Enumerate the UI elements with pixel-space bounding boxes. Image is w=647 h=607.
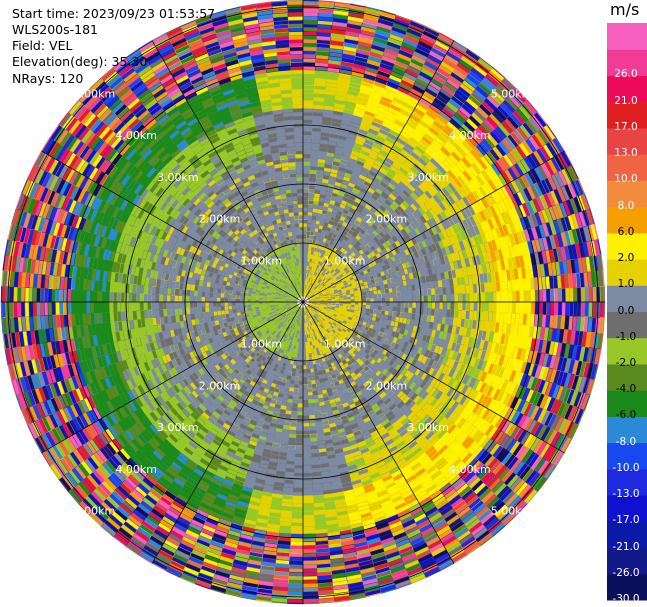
colorbar-tick-label: -1.0 [606, 331, 646, 343]
instrument-label: WLS200s-181 [12, 22, 98, 37]
elevation-label: Elevation(deg): 35.30 [12, 54, 147, 69]
range-ring-label: 3.00km [157, 421, 199, 434]
range-ring-label: 2.00km [366, 379, 408, 392]
colorbar-tick-label: -6.0 [606, 409, 646, 421]
range-ring-label: 2.00km [366, 213, 408, 226]
colorbar-tick-label: -26.0 [606, 567, 646, 579]
colorbar-tick-label: -10.0 [606, 462, 646, 474]
range-ring-label: 1.00km [240, 338, 282, 351]
colorbar-tick-label: 26.0 [606, 68, 646, 80]
range-ring-label: 4.00km [115, 463, 157, 476]
colorbar-tick-label: -21.0 [606, 541, 646, 553]
colorbar-unit: m/s [610, 0, 639, 19]
range-ring-label: 1.00km [324, 338, 366, 351]
nrays-label: NRays: 120 [12, 71, 83, 86]
range-ring-label: 4.00km [449, 129, 491, 142]
range-ring-label: 3.00km [407, 171, 449, 184]
range-ring-label: 5.00km [491, 505, 533, 518]
range-ring-label: 5.00km [74, 87, 116, 100]
colorbar-tick-label: -30.0 [606, 593, 646, 605]
colorbar-tick-label: -2.0 [606, 357, 646, 369]
range-ring-label: 1.00km [324, 254, 366, 267]
range-ring-label: 1.00km [240, 254, 282, 267]
range-ring-label: 5.00km [491, 87, 533, 100]
colorbar-tick-label: 0.0 [606, 305, 646, 317]
colorbar-tick-label: 2.0 [606, 252, 646, 264]
colorbar-tick-label: 1.0 [606, 278, 646, 290]
ppi-grid: 1.00km 1.00km 1.00km 1.00km 2.00km 2.00km 2.00… [1, 0, 605, 604]
colorbar-tick-label: 8.0 [606, 200, 646, 212]
colorbar-tick-label: 13.0 [606, 147, 646, 159]
range-ring-label: 3.00km [157, 171, 199, 184]
colorbar-tick-label: -8.0 [606, 436, 646, 448]
range-ring-label: 4.00km [115, 129, 157, 142]
range-ring-label: 3.00km [407, 421, 449, 434]
colorbar-tick-label: -13.0 [606, 488, 646, 500]
field-label: Field: VEL [12, 38, 72, 53]
range-ring-label: 4.00km [449, 463, 491, 476]
colorbar-tick-label: 21.0 [606, 95, 646, 107]
start-time-label: Start time: 2023/09/23 01:53:57 [12, 6, 215, 21]
colorbar-tick-label: 10.0 [606, 173, 646, 185]
range-ring-label: 5.00km [74, 505, 116, 518]
colorbar-tick-label: 6.0 [606, 226, 646, 238]
colorbar-tick-label: 17.0 [606, 121, 646, 133]
colorbar-tick-label: -4.0 [606, 383, 646, 395]
range-ring-label: 2.00km [199, 213, 241, 226]
colorbar-tick-label: -17.0 [606, 514, 646, 526]
range-ring-label: 2.00km [199, 379, 241, 392]
